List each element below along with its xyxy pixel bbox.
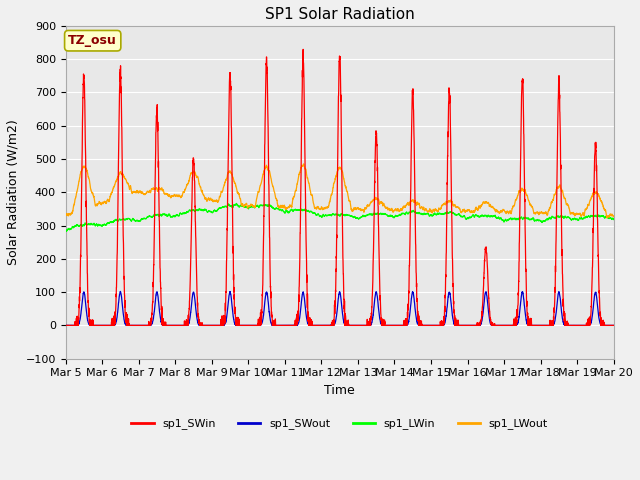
sp1_LWin: [161, 211, 168, 217]
sp1_LWout: [61, 213, 69, 218]
sp1_LWout: [609, 213, 617, 219]
sp1_LWout: [300, 161, 308, 167]
sp1_SWout: [61, 323, 69, 328]
sp1_SWin: [609, 323, 617, 328]
sp1_LWin: [463, 216, 470, 222]
sp1_SWout: [432, 323, 440, 328]
sp1_SWout: [493, 323, 501, 328]
sp1_SWin: [300, 47, 307, 52]
Title: SP1 Solar Radiation: SP1 Solar Radiation: [265, 7, 415, 22]
sp1_SWout: [610, 323, 618, 328]
sp1_SWin: [432, 323, 440, 328]
sp1_SWout: [463, 323, 470, 328]
Y-axis label: Solar Radiation (W/m2): Solar Radiation (W/m2): [7, 120, 20, 265]
sp1_SWout: [319, 323, 327, 328]
sp1_LWout: [432, 207, 440, 213]
sp1_LWin: [610, 216, 618, 222]
Line: sp1_LWin: sp1_LWin: [65, 204, 614, 231]
sp1_LWin: [233, 201, 241, 206]
sp1_SWin: [463, 323, 470, 328]
sp1_LWin: [319, 212, 327, 217]
sp1_LWin: [61, 228, 69, 234]
sp1_LWout: [610, 214, 618, 219]
sp1_SWout: [161, 322, 168, 328]
sp1_SWin: [319, 323, 327, 328]
sp1_LWout: [463, 208, 470, 214]
sp1_SWin: [493, 323, 501, 328]
sp1_LWout: [493, 208, 501, 214]
sp1_LWin: [62, 228, 70, 234]
sp1_SWin: [610, 323, 618, 328]
sp1_SWin: [160, 323, 168, 328]
Legend: sp1_SWin, sp1_SWout, sp1_LWin, sp1_LWout: sp1_SWin, sp1_SWout, sp1_LWin, sp1_LWout: [127, 414, 552, 434]
sp1_SWout: [116, 288, 124, 294]
Line: sp1_SWin: sp1_SWin: [65, 49, 614, 325]
Text: TZ_osu: TZ_osu: [68, 34, 117, 47]
sp1_SWin: [61, 323, 69, 328]
sp1_LWin: [609, 216, 617, 222]
sp1_LWin: [494, 216, 502, 221]
sp1_LWin: [433, 212, 440, 218]
Line: sp1_SWout: sp1_SWout: [65, 291, 614, 325]
sp1_LWout: [603, 215, 611, 221]
X-axis label: Time: Time: [324, 384, 355, 397]
Line: sp1_LWout: sp1_LWout: [65, 164, 614, 218]
sp1_LWout: [160, 191, 168, 196]
sp1_SWout: [609, 323, 617, 328]
sp1_LWout: [319, 206, 327, 212]
